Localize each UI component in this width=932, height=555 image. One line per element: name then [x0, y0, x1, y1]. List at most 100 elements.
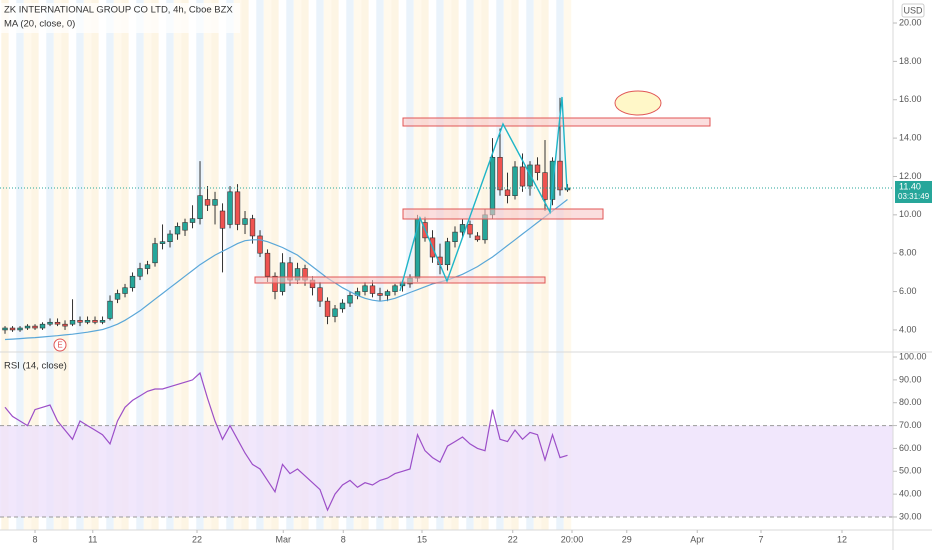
- candle-body: [264, 252, 271, 277]
- session-shade: [563, 0, 572, 530]
- earnings-label: E: [57, 341, 62, 350]
- candle-body: [392, 285, 398, 292]
- session-shade: [158, 0, 167, 530]
- last-price-label: 11.40: [899, 181, 921, 191]
- last-price-box: [895, 180, 932, 203]
- rsi-band: [0, 425, 893, 517]
- currency-box[interactable]: [901, 3, 925, 18]
- x-tick-label: 22: [192, 534, 202, 544]
- candle-body: [347, 295, 353, 304]
- session-shade: [353, 0, 362, 530]
- rsi-legend: RSI (14, close): [4, 361, 67, 372]
- session-shade: [376, 0, 384, 530]
- session-shade: [211, 0, 219, 530]
- y-tick-label: 6.00: [899, 286, 917, 296]
- session-shade: [121, 0, 129, 530]
- countdown: 03:31:49: [898, 192, 930, 201]
- candle-body: [159, 241, 166, 244]
- candle-body: [227, 191, 233, 225]
- candle-body: [129, 275, 136, 289]
- candle-body: [459, 224, 466, 233]
- candle-body: [2, 327, 8, 331]
- session-shade: [421, 0, 429, 530]
- candle-body: [444, 241, 451, 266]
- candle-body: [257, 235, 263, 254]
- candle-body: [474, 235, 481, 241]
- candle-body: [332, 308, 338, 317]
- currency[interactable]: USD: [903, 5, 923, 15]
- chart-title: ZK INTERNATIONAL GROUP CO LTD, 4h, Cboe …: [4, 5, 233, 16]
- y-tick-label: 4.00: [899, 324, 917, 334]
- session-shade: [406, 0, 414, 530]
- candle-body: [17, 327, 23, 331]
- session-shade: [548, 0, 557, 530]
- session-shade: [511, 0, 519, 530]
- session-shade: [323, 0, 332, 530]
- session-shade: [203, 0, 212, 530]
- candle-body: [534, 164, 541, 173]
- y-tick-label: 90.00: [899, 374, 922, 384]
- session-shade: [428, 0, 437, 530]
- candle-body: [219, 210, 226, 229]
- candle-body: [234, 191, 241, 225]
- session-shade: [113, 0, 122, 530]
- session-shade: [233, 0, 242, 530]
- ma-legend: MA (20, close, 0): [4, 19, 75, 30]
- candle-body: [69, 320, 76, 325]
- session-shade: [53, 0, 62, 530]
- candle-body: [39, 323, 46, 329]
- candle-body: [47, 321, 53, 325]
- y-tick-label: 40.00: [899, 489, 922, 499]
- candle-body: [489, 156, 496, 216]
- session-shade: [91, 0, 99, 530]
- candle-body: [519, 166, 526, 187]
- session-shade: [368, 0, 377, 530]
- y-tick-label: 80.00: [899, 397, 922, 407]
- session-shade: [166, 0, 174, 530]
- y-tick-label: 50.00: [899, 466, 922, 476]
- x-tick-label: 7: [758, 534, 763, 544]
- candle-body: [122, 287, 128, 294]
- candle-body: [137, 268, 143, 277]
- candle-body: [54, 321, 61, 325]
- session-shade: [128, 0, 137, 530]
- support-zone: [402, 208, 604, 220]
- session-shade: [533, 0, 542, 530]
- session-shade: [181, 0, 189, 530]
- x-tick-label: 12: [837, 534, 847, 544]
- session-shade: [398, 0, 407, 530]
- legend-bg: [0, 3, 240, 33]
- session-shade: [248, 0, 257, 530]
- candle-body: [317, 287, 323, 302]
- ma-line: [4, 199, 568, 341]
- y-tick-label: 8.00: [899, 248, 917, 258]
- session-shade: [241, 0, 249, 530]
- candle-body: [542, 172, 548, 200]
- session-shade: [308, 0, 317, 530]
- candle-body: [377, 293, 383, 296]
- x-tick-label: Apr: [690, 534, 704, 544]
- session-shade: [8, 0, 17, 530]
- candle-body: [24, 325, 31, 329]
- candle-body: [249, 218, 256, 237]
- candle-body: [92, 320, 98, 323]
- candle-body: [452, 231, 458, 243]
- session-shade: [466, 0, 474, 530]
- earnings-marker: [53, 338, 67, 352]
- session-shade: [16, 0, 24, 530]
- candle-body: [182, 222, 188, 231]
- x-tick-label: 8: [33, 534, 38, 544]
- session-shade: [23, 0, 32, 530]
- candle-body: [212, 199, 218, 206]
- candle-body: [32, 325, 38, 329]
- session-shade: [496, 0, 504, 530]
- session-shade: [331, 0, 339, 530]
- session-shade: [1, 0, 9, 530]
- session-shade: [76, 0, 84, 530]
- x-tick-label: 29: [622, 534, 632, 544]
- y-tick-label: 18.00: [899, 56, 922, 66]
- candle-body: [84, 320, 91, 323]
- candle-body: [9, 327, 16, 331]
